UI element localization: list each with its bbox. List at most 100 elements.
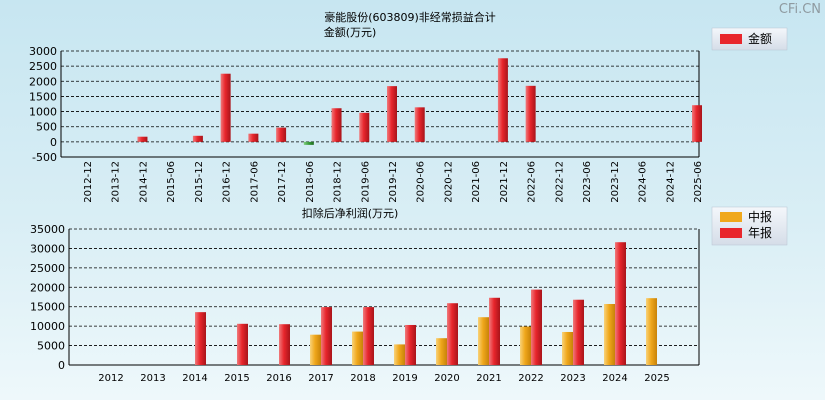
y-tick-label: 2000 xyxy=(29,75,57,88)
x-tick-label: 2012 xyxy=(98,373,123,384)
y-tick-label: 1000 xyxy=(29,106,57,119)
legend-label: 年报 xyxy=(748,225,772,240)
y-tick-label: 25000 xyxy=(30,262,65,275)
bar-2016-12 xyxy=(220,73,231,142)
x-tick-label: 2022-06 xyxy=(527,161,538,203)
x-tick-label: 2015-06 xyxy=(166,161,177,203)
y-tick-label: 35000 xyxy=(30,223,65,236)
x-tick-label: 2020-06 xyxy=(416,161,427,203)
x-tick-label: 2019 xyxy=(392,373,417,384)
x-tick-label: 2014 xyxy=(182,373,207,384)
x-tick-label: 2013 xyxy=(140,373,165,384)
x-tick-label: 2016-12 xyxy=(222,161,233,203)
bar-2020-06 xyxy=(414,107,425,142)
bar-2018-06 xyxy=(303,141,314,145)
bar-2017-12 xyxy=(276,127,287,142)
chart-2-legend: 中报 年报 xyxy=(711,206,788,246)
chart-2: 扣除后净利润(万元) 中报 年报 35000 30000 25000 20000 150… xyxy=(30,206,788,384)
x-tick-label: 2018-06 xyxy=(305,161,316,203)
bar-中报-2018 xyxy=(352,331,363,365)
y-tick-label: 5000 xyxy=(37,340,65,353)
bar-中报-2025 xyxy=(646,298,657,365)
chart-1-legend: 金额 xyxy=(711,27,788,51)
x-tick-label: 2019-12 xyxy=(388,161,399,203)
bar-中报-2022 xyxy=(520,326,531,365)
bar-年报-2017 xyxy=(321,307,332,365)
legend-box xyxy=(711,206,788,246)
bar-中报-2021 xyxy=(478,317,489,365)
y-tick-label: 15000 xyxy=(30,301,65,314)
bar-年报-2018 xyxy=(363,307,374,365)
bar-年报-2021 xyxy=(489,297,500,365)
y-tick-label: 500 xyxy=(36,121,57,134)
bar-2018-12 xyxy=(331,108,342,142)
x-tick-label: 2012-12 xyxy=(83,161,94,203)
x-tick-label: 2015-12 xyxy=(194,161,205,203)
chart-2-title: 扣除后净利润(万元) xyxy=(302,206,399,220)
x-tick-label: 2024-06 xyxy=(638,161,649,203)
y-tick-label: 3000 xyxy=(29,45,57,58)
x-tick-label: 2024 xyxy=(602,373,627,384)
bar-2014-12 xyxy=(137,136,148,142)
y-tick-label: 10000 xyxy=(30,320,65,333)
bar-2021-12 xyxy=(497,58,508,142)
chart-2-x-ticks: 2012 2013 2014 2015 2016 2017 2018 2019 2020 2021… xyxy=(98,373,669,384)
y-tick-label: -500 xyxy=(32,151,57,164)
bar-2022-06 xyxy=(525,85,536,142)
legend-label: 金额 xyxy=(748,31,772,46)
x-tick-label: 2023-06 xyxy=(582,161,593,203)
chart-1-title: 豪能股份(603809)非经常损益合计 xyxy=(324,10,496,24)
bar-2019-06 xyxy=(359,112,370,142)
chart-2-bars xyxy=(195,242,657,365)
bar-2025-06 xyxy=(692,105,702,142)
chart-1-subtitle: 金额(万元) xyxy=(324,25,377,39)
bar-中报-2019 xyxy=(394,344,405,365)
y-tick-label: 2500 xyxy=(29,60,57,73)
chart-2-grid xyxy=(68,228,700,366)
chart-1-y-ticks: 3000 2500 2000 1500 1000 500 0 -500 xyxy=(29,45,57,164)
x-tick-label: 2015 xyxy=(224,373,249,384)
y-tick-label: 30000 xyxy=(30,242,65,255)
chart-1: 豪能股份(603809)非经常损益合计 金额(万元) 金额 3000 2500 20… xyxy=(29,10,788,203)
bar-2017-06 xyxy=(248,133,259,142)
y-tick-label: 1500 xyxy=(29,90,57,103)
chart-1-bars xyxy=(137,58,702,145)
x-tick-label: 2023-12 xyxy=(610,161,621,203)
x-tick-label: 2014-12 xyxy=(138,161,149,203)
x-tick-label: 2017-06 xyxy=(249,161,260,203)
x-tick-label: 2022 xyxy=(518,373,543,384)
bar-年报-2015 xyxy=(237,323,248,365)
x-tick-label: 2020-12 xyxy=(443,161,454,203)
x-tick-label: 2021 xyxy=(476,373,501,384)
x-tick-label: 2025-06 xyxy=(693,161,704,203)
y-tick-label: 20000 xyxy=(30,281,65,294)
bar-中报-2017 xyxy=(310,334,321,365)
chart-1-grid xyxy=(60,50,700,158)
legend-box xyxy=(711,27,788,51)
x-tick-label: 2013-12 xyxy=(111,161,122,203)
watermark: CFi.CN xyxy=(779,2,821,17)
x-tick-label: 2017 xyxy=(308,373,333,384)
legend-label: 中报 xyxy=(748,209,772,224)
x-tick-label: 2024-12 xyxy=(665,161,676,203)
bar-年报-2023 xyxy=(573,299,584,365)
legend-swatch-金额 xyxy=(720,34,742,44)
chart-1-x-ticks: 2012-12 2013-12 2014-12 2015-06 2015-12 2016-… xyxy=(83,161,704,203)
bar-年报-2022 xyxy=(531,289,542,365)
bar-年报-2024 xyxy=(615,242,626,365)
bar-中报-2024 xyxy=(604,303,615,365)
legend-swatch-年报 xyxy=(720,228,742,238)
x-tick-label: 2021-06 xyxy=(471,161,482,203)
legend-swatch-中报 xyxy=(720,212,742,222)
bar-中报-2023 xyxy=(562,331,573,365)
bar-年报-2020 xyxy=(447,303,458,365)
bar-中报-2020 xyxy=(436,338,447,365)
x-tick-label: 2020 xyxy=(434,373,459,384)
y-tick-label: 0 xyxy=(50,136,57,149)
x-tick-label: 2019-06 xyxy=(360,161,371,203)
y-tick-label: 0 xyxy=(58,359,65,372)
x-tick-label: 2016 xyxy=(266,373,291,384)
x-tick-label: 2017-12 xyxy=(277,161,288,203)
x-tick-label: 2021-12 xyxy=(499,161,510,203)
